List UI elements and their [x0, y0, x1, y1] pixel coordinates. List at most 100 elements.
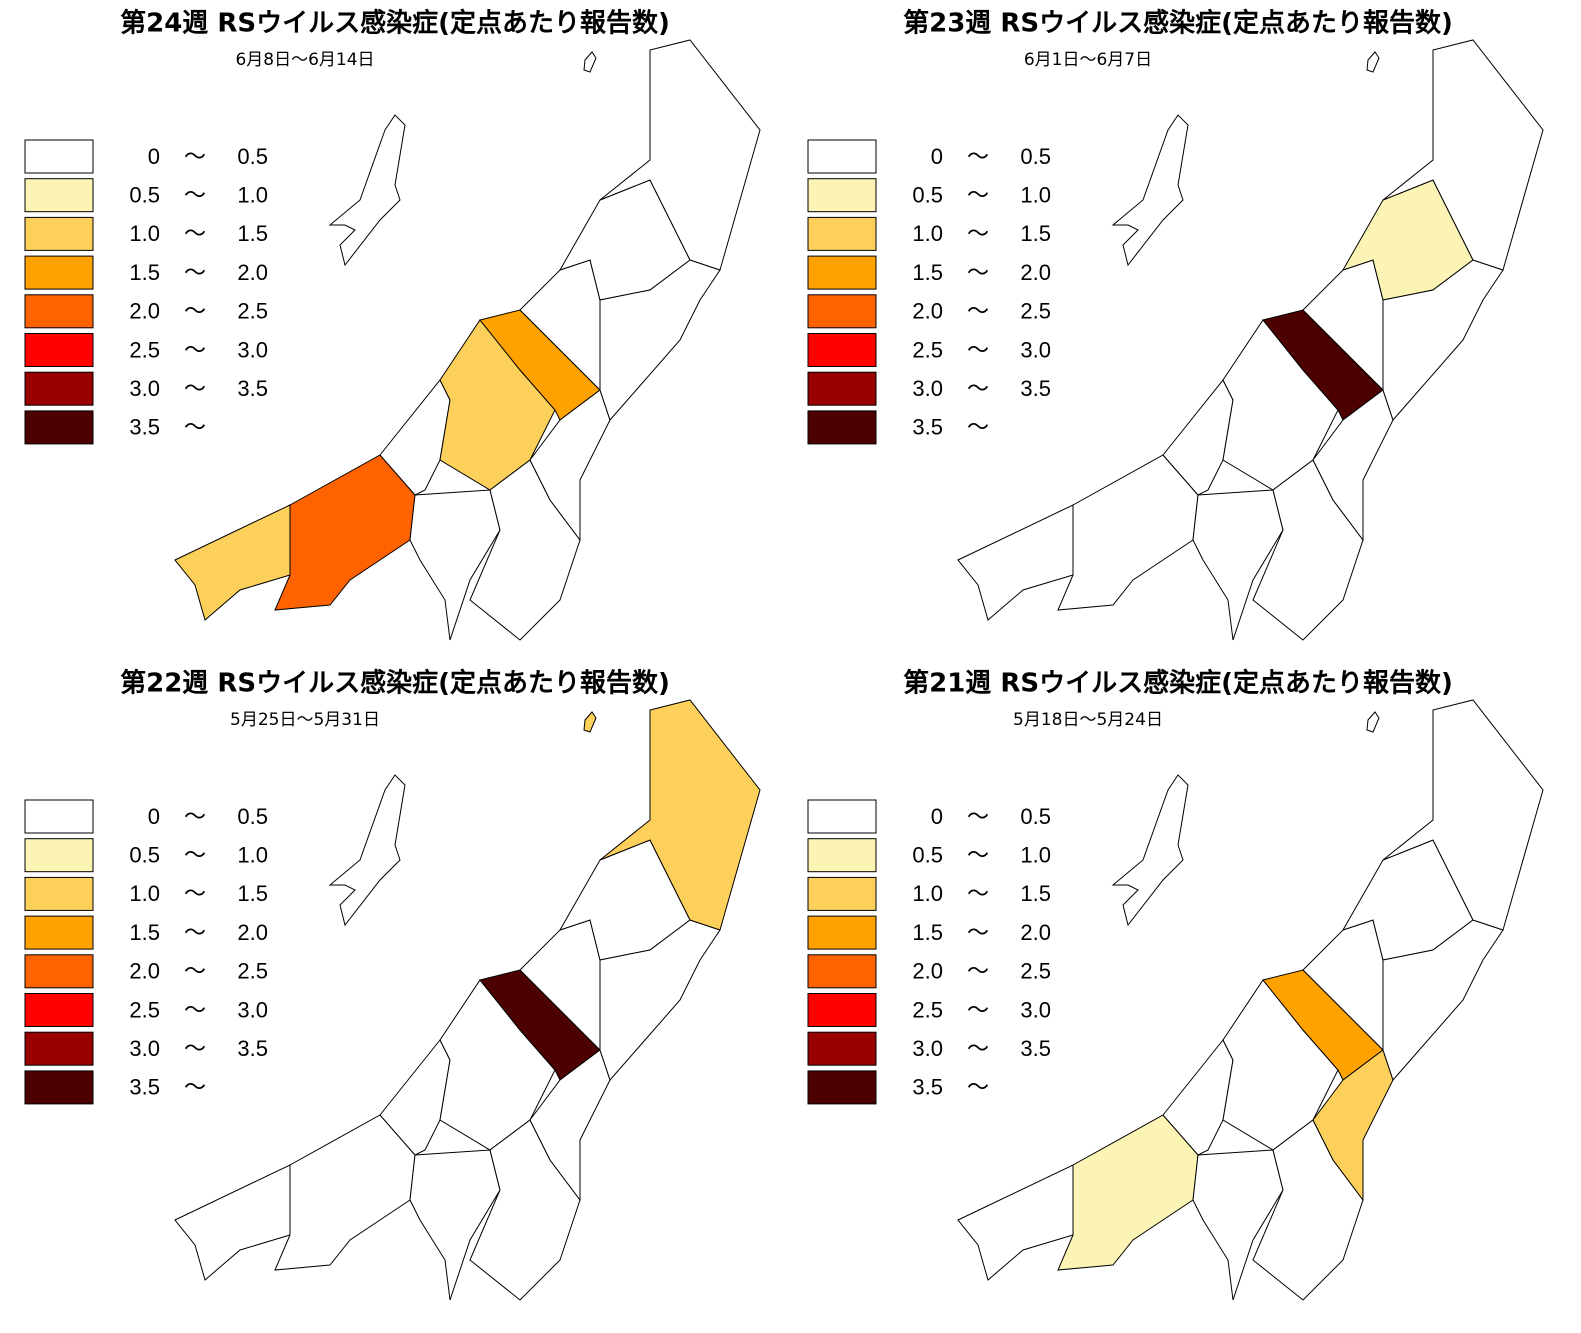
legend-swatch	[24, 371, 94, 406]
legend-to: 3.0	[1020, 337, 1051, 362]
region	[328, 774, 406, 927]
panel-title: 第21週 RSウイルス感染症(定点あたり報告数)	[903, 668, 1453, 699]
legend-to: 0.5	[1020, 804, 1051, 829]
legend-from: 0	[148, 804, 160, 829]
legend-swatch	[24, 216, 94, 251]
legend-swatch	[807, 410, 877, 445]
legend-from: 0.5	[912, 843, 943, 868]
legend-sep: 〜	[184, 1036, 206, 1061]
legend-to: 2.5	[1020, 299, 1051, 324]
legend-sep: 〜	[184, 144, 206, 169]
legend-sep: 〜	[967, 997, 989, 1022]
legend-to: 1.0	[237, 183, 268, 208]
legend-to: 2.5	[237, 959, 268, 984]
legend-from: 1.5	[129, 920, 160, 945]
legend-from: 0	[931, 804, 943, 829]
legend-sep: 〜	[184, 997, 206, 1022]
legend-sep: 〜	[184, 920, 206, 945]
legend-sep: 〜	[184, 804, 206, 829]
legend-to: 1.5	[1020, 881, 1051, 906]
legend-swatch	[807, 876, 877, 911]
region	[957, 504, 1074, 621]
legend-sep: 〜	[967, 415, 989, 440]
region	[274, 1114, 416, 1271]
legend-from: 0	[931, 144, 943, 169]
region	[1057, 1114, 1199, 1271]
panel-title: 第23週 RSウイルス感染症(定点あたり報告数)	[903, 8, 1453, 39]
legend-sep: 〜	[184, 337, 206, 362]
legend-sep: 〜	[967, 843, 989, 868]
panel: 第24週 RSウイルス感染症(定点あたり報告数) 6月8日〜6月14日 0 〜 0.5 0…	[24, 8, 761, 641]
legend-swatch	[24, 838, 94, 873]
legend-from: 1.0	[912, 881, 943, 906]
legend-swatch	[24, 993, 94, 1027]
legend-swatch	[807, 838, 877, 873]
region	[1312, 389, 1394, 542]
legend-to: 3.5	[237, 376, 268, 401]
legend-swatch	[24, 954, 94, 989]
legend-swatch	[24, 915, 94, 950]
legend-sep: 〜	[967, 804, 989, 829]
legend-swatch	[807, 993, 877, 1027]
region	[599, 919, 721, 1081]
legend-to: 0.5	[237, 804, 268, 829]
legend-from: 0.5	[129, 183, 160, 208]
legend-swatch	[807, 1070, 877, 1105]
legend-to: 3.0	[1020, 997, 1051, 1022]
legend-to: 2.0	[237, 260, 268, 285]
region	[599, 39, 761, 271]
legend-swatch	[807, 954, 877, 989]
legend-from: 1.0	[912, 221, 943, 246]
region	[1382, 699, 1544, 931]
legend-sep: 〜	[184, 1075, 206, 1100]
region	[957, 1164, 1074, 1281]
legend-from: 2.0	[129, 959, 160, 984]
legend-swatch	[24, 178, 94, 213]
legend-from: 2.5	[129, 337, 160, 362]
legend-swatch	[24, 1031, 94, 1066]
legend-to: 2.0	[237, 920, 268, 945]
panel-subtitle: 5月25日〜5月31日	[230, 710, 380, 730]
legend-from: 3.0	[912, 376, 943, 401]
legend-swatch	[24, 294, 94, 329]
legend-sep: 〜	[967, 1075, 989, 1100]
legend-to: 3.0	[237, 337, 268, 362]
legend-from: 1.5	[912, 920, 943, 945]
legend-swatch	[807, 255, 877, 290]
region	[583, 711, 597, 733]
panel-title: 第22週 RSウイルス感染症(定点あたり報告数)	[120, 668, 670, 699]
region	[174, 504, 291, 621]
legend-swatch	[24, 799, 94, 834]
legend-sep: 〜	[184, 843, 206, 868]
legend-to: 3.0	[237, 997, 268, 1022]
legend-from: 2.0	[912, 299, 943, 324]
legend-sep: 〜	[184, 221, 206, 246]
legend-from: 3.0	[129, 1036, 160, 1061]
region	[1382, 919, 1504, 1081]
legend-sep: 〜	[967, 881, 989, 906]
legend-swatch	[807, 371, 877, 406]
legend-swatch	[807, 1031, 877, 1066]
legend-to: 2.5	[237, 299, 268, 324]
region	[1366, 711, 1380, 733]
legend-sep: 〜	[184, 260, 206, 285]
legend-swatch	[24, 255, 94, 290]
panel-subtitle: 6月1日〜6月7日	[1024, 50, 1152, 70]
legend-sep: 〜	[184, 415, 206, 440]
legend-sep: 〜	[184, 183, 206, 208]
region	[1382, 259, 1504, 421]
legend-from: 3.0	[912, 1036, 943, 1061]
region	[1111, 774, 1189, 927]
legend-swatch	[807, 178, 877, 213]
legend-to: 3.5	[1020, 376, 1051, 401]
legend-to: 0.5	[1020, 144, 1051, 169]
legend-sep: 〜	[184, 376, 206, 401]
legend-swatch	[24, 1070, 94, 1105]
region	[328, 114, 406, 267]
region	[1382, 39, 1544, 271]
legend-sep: 〜	[967, 144, 989, 169]
legend-from: 2.0	[912, 959, 943, 984]
region	[529, 1049, 611, 1202]
region	[583, 51, 597, 73]
